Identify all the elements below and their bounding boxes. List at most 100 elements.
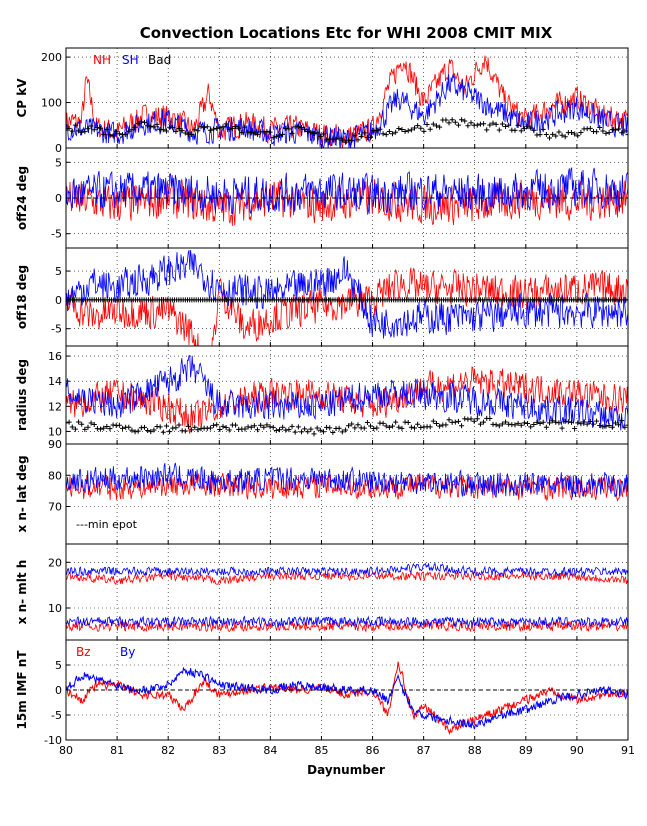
bad-marker [324,424,330,430]
y-tick-label: 5 [55,265,62,278]
bad-marker [289,130,295,136]
bad-marker [217,427,223,433]
bad-marker [129,127,135,133]
bad-marker [559,132,565,138]
bad-marker [543,132,549,138]
bad-marker [270,424,276,430]
bad-marker [317,134,323,140]
bad-marker [515,122,521,128]
bad-marker [503,123,509,129]
bad-marker [600,424,606,430]
bad-marker [113,129,119,135]
panel-imf: -10 -5 0 5 15m IMF nT Bz By [15,639,629,747]
bad-marker [496,127,502,133]
series-imf-bz [66,661,628,736]
bad-marker [521,126,527,132]
bad-marker [264,422,270,428]
bad-marker [474,122,480,128]
bad-marker [333,136,339,142]
y-tick-label: 10 [48,425,62,438]
bad-marker [355,422,361,428]
series-mlt-sh [66,562,628,629]
bad-marker [380,420,386,426]
bad-marker [311,431,317,437]
y-tick-label: -5 [51,323,62,336]
series-radius-bad [66,415,628,437]
bad-marker [339,429,345,435]
y-axis-label: off18 deg [15,265,29,329]
bad-marker [399,127,405,133]
bad-marker [267,424,273,430]
bad-marker [396,125,402,131]
bad-marker [474,416,480,422]
bad-marker [69,424,75,430]
bad-marker [625,422,628,428]
bad-marker [368,423,374,429]
bad-marker [82,426,88,432]
bad-marker [79,421,85,427]
bad-marker [452,419,458,425]
bad-marker [207,425,213,431]
bad-marker [170,125,176,131]
x-tick-label: 88 [468,744,482,757]
bad-marker [226,427,232,433]
bad-marker [543,424,549,430]
bad-marker [129,427,135,433]
bad-marker [396,424,402,430]
bad-marker [619,418,625,424]
bad-marker [568,129,574,135]
bad-marker [525,420,531,426]
bad-marker [195,128,201,134]
bad-marker [233,124,239,130]
bad-marker [433,123,439,129]
bad-marker [182,428,188,434]
bad-marker [94,426,100,432]
bad-marker [195,427,201,433]
bad-marker [292,429,298,435]
bad-marker [72,426,78,432]
legend-sh: SH [122,53,139,67]
bad-marker [424,121,430,127]
bad-marker [556,129,562,135]
bad-marker [412,425,418,431]
bad-marker [515,420,521,426]
x-tick-label: 90 [570,744,584,757]
bad-marker [600,128,606,134]
bad-marker [255,131,261,137]
bad-marker [66,420,69,426]
bad-marker [597,422,603,428]
y-tick-label: 10 [48,602,62,615]
bad-marker [587,125,593,131]
bad-marker [590,421,596,427]
bad-marker [305,129,311,135]
bad-marker [625,132,628,138]
min-epot-annotation: ---min epot [76,518,138,531]
bad-marker [418,425,424,431]
x-axis-label: Daynumber [307,763,385,777]
bad-marker [192,127,198,133]
bad-marker [160,429,166,435]
bad-marker [358,134,364,140]
bad-marker [173,425,179,431]
trace-sh [66,562,628,578]
bad-marker [374,127,380,133]
bad-marker [141,119,147,125]
bad-marker [163,128,169,134]
bad-marker [273,428,279,434]
bad-marker [415,123,421,129]
series-off24-sh [66,166,628,215]
trace-by [66,666,628,730]
bad-marker [182,130,188,136]
bad-marker [609,424,615,430]
bad-marker [223,425,229,431]
bad-marker [298,429,304,435]
bad-marker [248,424,254,430]
bad-marker [572,131,578,137]
bad-marker [132,429,138,435]
bad-marker [110,133,116,139]
bad-marker [223,121,229,127]
bad-marker [565,419,571,425]
bad-marker [76,419,82,425]
